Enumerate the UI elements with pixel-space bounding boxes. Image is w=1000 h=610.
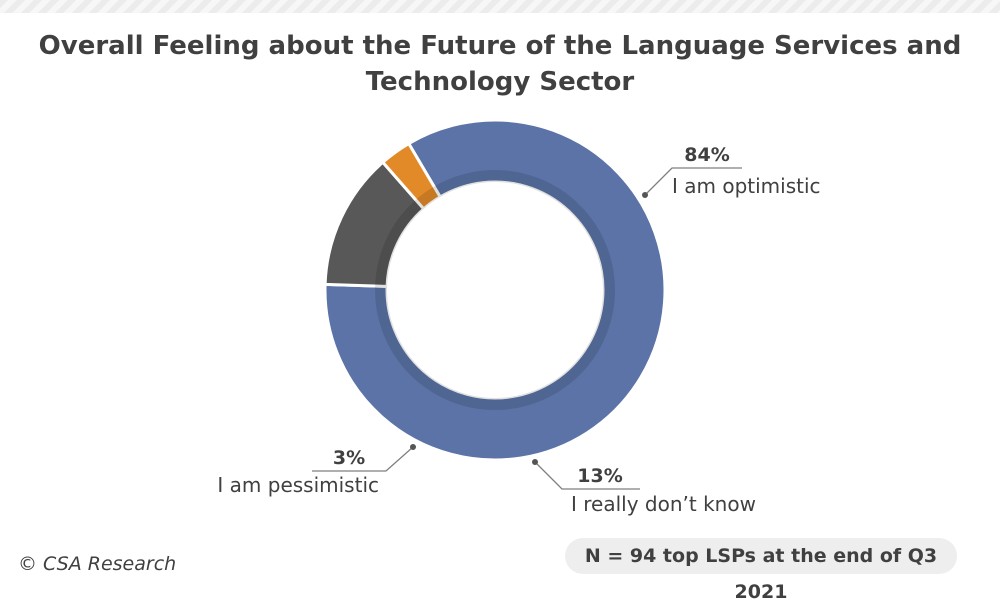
- leader-dot-3: [410, 444, 416, 450]
- donut-inner-shadow: [375, 170, 615, 410]
- value-label-3: 3%: [333, 447, 365, 469]
- leader-dot-1: [642, 192, 648, 198]
- decorative-stripe: [0, 0, 1000, 13]
- leader-line-3: [312, 446, 414, 472]
- sample-size-note: N = 94 top LSPs at the end of Q3 2021: [565, 538, 957, 603]
- leader-dot-2: [532, 459, 538, 465]
- chart-title: Overall Feeling about the Future of the …: [38, 31, 962, 97]
- donut-slice-3: [380, 141, 443, 211]
- category-label-1: I am optimistic: [672, 174, 821, 198]
- leader-line-1: [644, 167, 742, 196]
- value-label-2: 13%: [577, 465, 622, 487]
- donut-slice-1: [323, 118, 667, 462]
- copyright-text: © CSA Research: [18, 553, 177, 575]
- donut-chart: 84% I am optimistic 13% I really don’t know…: [217, 118, 821, 516]
- category-label-2: I really don’t know: [571, 492, 756, 516]
- value-label-1: 84%: [684, 144, 729, 166]
- category-label-3: I am pessimistic: [217, 473, 379, 497]
- leader-line-2: [534, 461, 640, 490]
